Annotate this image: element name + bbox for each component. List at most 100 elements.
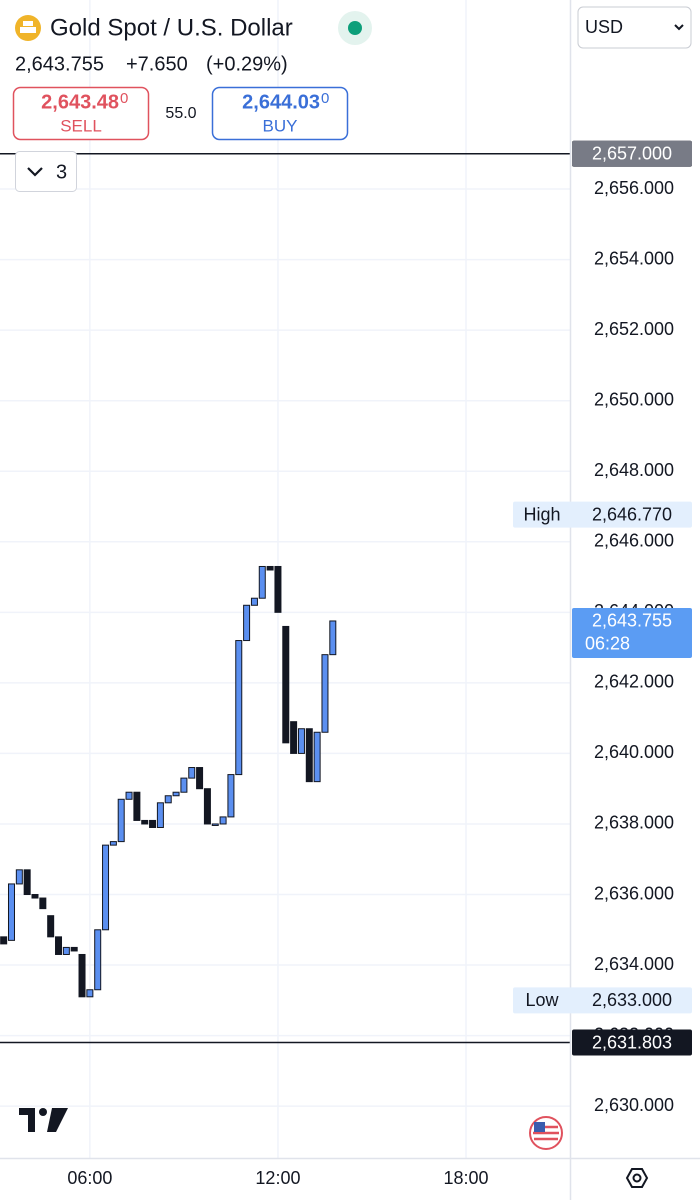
candle-body [250, 597, 258, 606]
candle-body [321, 654, 329, 733]
chevron [27, 167, 43, 177]
candle-body [305, 728, 313, 783]
candle-body [227, 774, 235, 818]
settings-icon-center [632, 1173, 642, 1183]
candle-body [23, 869, 31, 896]
alert-label: 2,657.000 [592, 144, 672, 164]
candle-body [211, 823, 219, 826]
candle-body [102, 844, 110, 931]
candle-body [125, 791, 133, 800]
price-change-pct: (+0.29%) [206, 53, 288, 75]
candle-body [290, 721, 298, 754]
sell-price: 2,643.48 [41, 91, 119, 113]
candle-body [203, 788, 211, 825]
indicators-toggle[interactable] [15, 151, 77, 192]
logo-part [39, 1108, 47, 1116]
candle-body [149, 819, 157, 828]
price-change: +7.650 [126, 53, 188, 75]
candle-body [117, 798, 125, 843]
last-price: 2,643.755 [15, 53, 104, 75]
high-name: High [523, 504, 560, 524]
spread: 55.0 [165, 105, 196, 122]
y-tick-label: 2,656.000 [594, 178, 674, 198]
symbol-icon-bar [20, 27, 36, 33]
candle-body [0, 936, 8, 945]
candle-body [109, 841, 117, 846]
price-line-label: 2,631.803 [592, 1032, 672, 1052]
candle-body [62, 946, 70, 955]
buy-pip: 0 [321, 90, 329, 107]
plot-area [0, 0, 570, 1158]
candle-body [133, 791, 141, 821]
candle-body [258, 565, 266, 599]
candle-body [180, 777, 188, 793]
candle-body [282, 625, 290, 744]
x-tick-label: 12:00 [255, 1168, 300, 1188]
indicators-count: 3 [56, 161, 67, 183]
y-tick-label: 2,640.000 [594, 742, 674, 762]
candle-body [31, 894, 39, 899]
candle-body [266, 565, 274, 571]
last-price-label: 2,643.755 [592, 611, 672, 631]
candle-body [94, 929, 102, 991]
candle-body [78, 953, 86, 998]
candle-body [141, 819, 149, 825]
candle-body [196, 767, 204, 790]
session-flag[interactable] [529, 1116, 563, 1150]
candle-body [39, 897, 47, 910]
currency-label: USD [585, 17, 623, 37]
y-tick-label: 2,652.000 [594, 319, 674, 339]
y-tick-label: 2,642.000 [594, 672, 674, 692]
candle-body [297, 728, 305, 754]
x-tick-label: 18:00 [444, 1168, 489, 1188]
low-value: 2,633.000 [592, 990, 672, 1010]
y-tick-label: 2,650.000 [594, 389, 674, 409]
candle-body [172, 791, 180, 797]
buy-label: BUY [263, 116, 298, 135]
sell-button[interactable] [12, 86, 150, 141]
buy-price: 2,644.03 [242, 91, 320, 113]
logo-part [47, 1108, 68, 1132]
tradingview-logo [19, 1108, 68, 1132]
low-name: Low [525, 990, 559, 1010]
candle-body [219, 816, 227, 825]
candle-body [274, 565, 282, 613]
high-bg [513, 501, 692, 528]
candle-body [70, 946, 78, 952]
x-tick-label: 06:00 [67, 1168, 112, 1188]
price-line-label-bg [572, 1029, 692, 1056]
flag-canton [534, 1122, 545, 1132]
y-tick-label: 2,638.000 [594, 813, 674, 833]
y-tick-label: 2,630.000 [594, 1095, 674, 1115]
candle-body [15, 869, 23, 885]
logo-part [19, 1108, 35, 1132]
y-tick-label: 2,646.000 [594, 531, 674, 551]
candle-body [7, 883, 15, 941]
candle-body [55, 936, 63, 955]
sell-pip: 0 [120, 90, 128, 107]
sell-label: SELL [60, 116, 102, 135]
high-value: 2,646.770 [592, 504, 672, 524]
candle-body [243, 604, 251, 642]
currency-select[interactable] [577, 6, 692, 49]
candle-body [86, 989, 94, 998]
y-tick-label: 2,636.000 [594, 883, 674, 903]
chevron [674, 24, 684, 31]
candle-body [329, 620, 337, 656]
buy-button[interactable] [211, 86, 349, 141]
candle-body [235, 640, 243, 776]
candle-body [313, 731, 321, 783]
settings-icon[interactable] [625, 1168, 649, 1188]
y-tick-label: 2,654.000 [594, 248, 674, 268]
candle-body [47, 915, 55, 938]
candle-body [164, 795, 172, 804]
y-tick-label: 2,634.000 [594, 954, 674, 974]
low-bg [513, 987, 692, 1014]
y-tick-label: 2,648.000 [594, 460, 674, 480]
symbol-icon-bar [23, 21, 33, 26]
countdown: 06:28 [585, 634, 630, 654]
symbol-title[interactable]: Gold Spot / U.S. Dollar [50, 14, 293, 41]
candle-body [188, 767, 196, 779]
